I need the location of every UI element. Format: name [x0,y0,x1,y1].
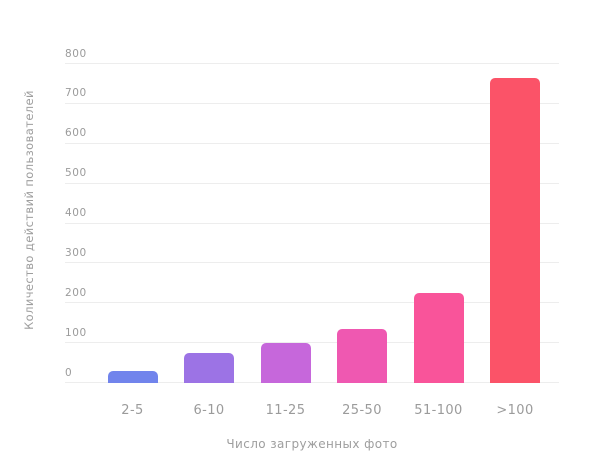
x-tick-label: 6-10 [193,403,225,418]
y-gridline [65,342,559,344]
bar-11-25[interactable] [260,343,311,383]
y-tick-label: 600 [65,127,87,140]
x-tick-label: 25-50 [342,403,382,418]
y-gridline [65,63,559,64]
bar-25-50[interactable] [337,329,387,383]
y-gridline [65,182,559,184]
y-tick-label: 700 [65,87,87,100]
y-gridline [65,262,559,264]
y-gridline [65,382,559,383]
x-tick-label: >100 [496,403,534,418]
y-tick-label: 500 [65,167,87,180]
y-tick-label: 400 [65,207,87,219]
y-tick-label: 100 [65,326,87,339]
y-tick-label: 0 [65,366,73,379]
y-tick-label: 200 [65,286,87,299]
y-gridline [65,222,559,224]
y-tick-label: 300 [65,246,87,259]
x-tick-label: 51-100 [414,403,463,418]
y-tick-label: 800 [65,47,87,60]
y-gridline [65,102,559,104]
bar-2-5[interactable] [107,371,158,383]
bar->100[interactable] [490,77,540,383]
y-gridline [65,142,559,144]
x-tick-label: 2-5 [121,403,144,418]
y-axis-title: Количество действий пользователей [22,90,36,330]
y-gridline [65,302,559,304]
plot-area: 0 100 200 300 400 500 600 700 800 [65,48,559,383]
x-tick-label: 11-25 [265,403,306,418]
x-axis-title: Число загруженных фото [226,437,398,451]
bar-51-100[interactable] [413,293,464,383]
bar-6-10[interactable] [184,353,234,383]
